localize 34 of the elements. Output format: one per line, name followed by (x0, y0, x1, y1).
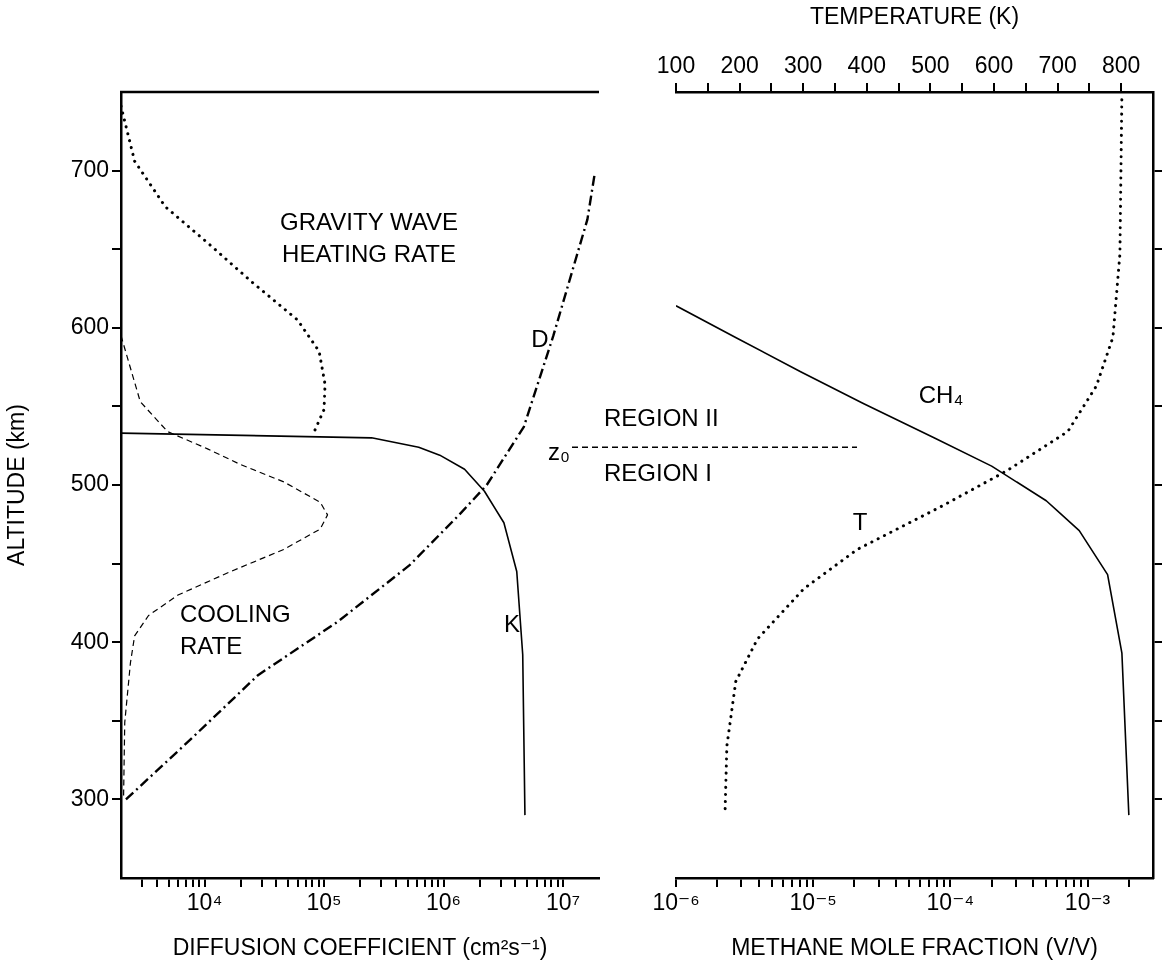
x2-tick-label: 600 (974, 51, 1014, 78)
x2-axis-title: TEMPERATURE (K) (809, 3, 1020, 30)
series-label: GRAVITY WAVE HEATING RATE (280, 207, 458, 267)
x-tick-label: 10⁴ (186, 889, 223, 916)
series-label: K (503, 609, 521, 637)
x-tick-label: 10⁶ (426, 889, 462, 916)
y-tick-label: 300 (70, 784, 109, 811)
y-tick-label: 600 (70, 313, 109, 340)
x-tick-label: 10⁻³ (1064, 889, 1111, 916)
series-label: COOLING RATE (180, 599, 291, 659)
series-label: D (531, 324, 549, 352)
y-tick-label: 700 (70, 155, 109, 182)
x2-tick-label: 200 (720, 51, 759, 78)
x2-tick-label: 500 (911, 51, 950, 78)
x-tick-label: 10⁷ (546, 889, 580, 916)
x2-tick-label: 300 (784, 51, 823, 78)
x2-tick-label: 700 (1038, 51, 1077, 78)
annotation: REGION I (604, 458, 713, 486)
y-tick-label: 400 (70, 627, 109, 654)
x-tick-label: 10⁻⁴ (926, 889, 975, 916)
ref-line-label: z₀ (548, 437, 570, 465)
x-axis-title: DIFFUSION COEFFICIENT (cm²s⁻¹) (172, 933, 548, 960)
series-label: T (852, 507, 868, 535)
y-tick-label: 500 (70, 470, 109, 497)
x-tick-label: 10⁵ (306, 889, 342, 916)
x2-tick-label: 100 (656, 51, 696, 78)
x2-tick-label: 400 (847, 51, 886, 78)
x-tick-label: 10⁻⁶ (652, 889, 700, 916)
x2-tick-label: 800 (1102, 51, 1141, 78)
x-axis-title: METHANE MOLE FRACTION (V/V) (731, 933, 1098, 960)
y-axis-title: ALTITUDE (km) (3, 404, 30, 566)
series-label: CH₄ (918, 380, 964, 408)
x-tick-label: 10⁻⁵ (789, 889, 837, 916)
annotation: REGION II (604, 403, 719, 431)
